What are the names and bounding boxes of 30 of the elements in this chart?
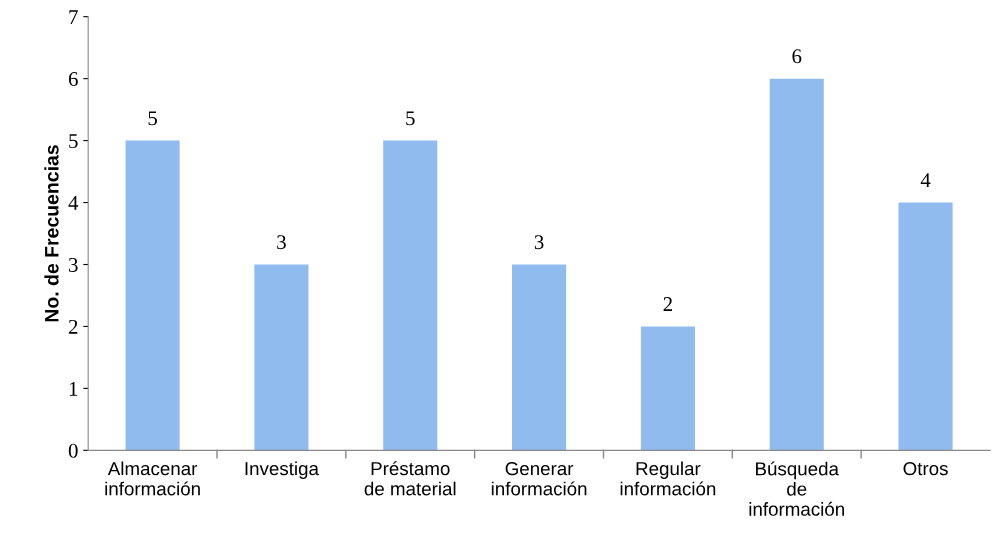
y-tick-label: 2 — [68, 319, 78, 334]
y-tick-label: 1 — [69, 381, 78, 396]
bar — [898, 202, 953, 451]
data-label: 2 — [663, 297, 672, 311]
data-label: 3 — [534, 235, 544, 250]
bar — [254, 264, 309, 451]
bar — [769, 78, 824, 451]
bar — [383, 140, 438, 451]
bar — [125, 140, 180, 451]
y-tick-label: 5 — [69, 134, 78, 149]
data-label: 3 — [277, 235, 286, 250]
y-axis-title: No. de Frecuencias — [44, 145, 59, 322]
y-tick-label: 3 — [69, 257, 78, 272]
data-label: 5 — [148, 111, 157, 126]
bar — [640, 326, 695, 451]
x-tick-label: Búsqueda de información — [749, 461, 844, 516]
x-tick-label: Almacenar información — [105, 461, 200, 496]
y-tick-label: 6 — [68, 72, 78, 87]
y-tick-label: 7 — [69, 10, 78, 24]
data-label: 4 — [920, 173, 931, 187]
data-label: 5 — [406, 111, 415, 126]
x-tick-label: Otros — [903, 461, 948, 476]
data-label: 6 — [792, 49, 802, 64]
y-tick-label: 4 — [68, 196, 79, 210]
x-tick-label: Regular información — [620, 461, 716, 496]
y-tick-label: 0 — [68, 443, 78, 458]
x-tick-label: Generar información — [491, 461, 587, 496]
bar — [512, 264, 567, 451]
x-tick-label: Préstamo de material — [364, 461, 456, 496]
x-tick-label: Investiga — [245, 461, 319, 479]
